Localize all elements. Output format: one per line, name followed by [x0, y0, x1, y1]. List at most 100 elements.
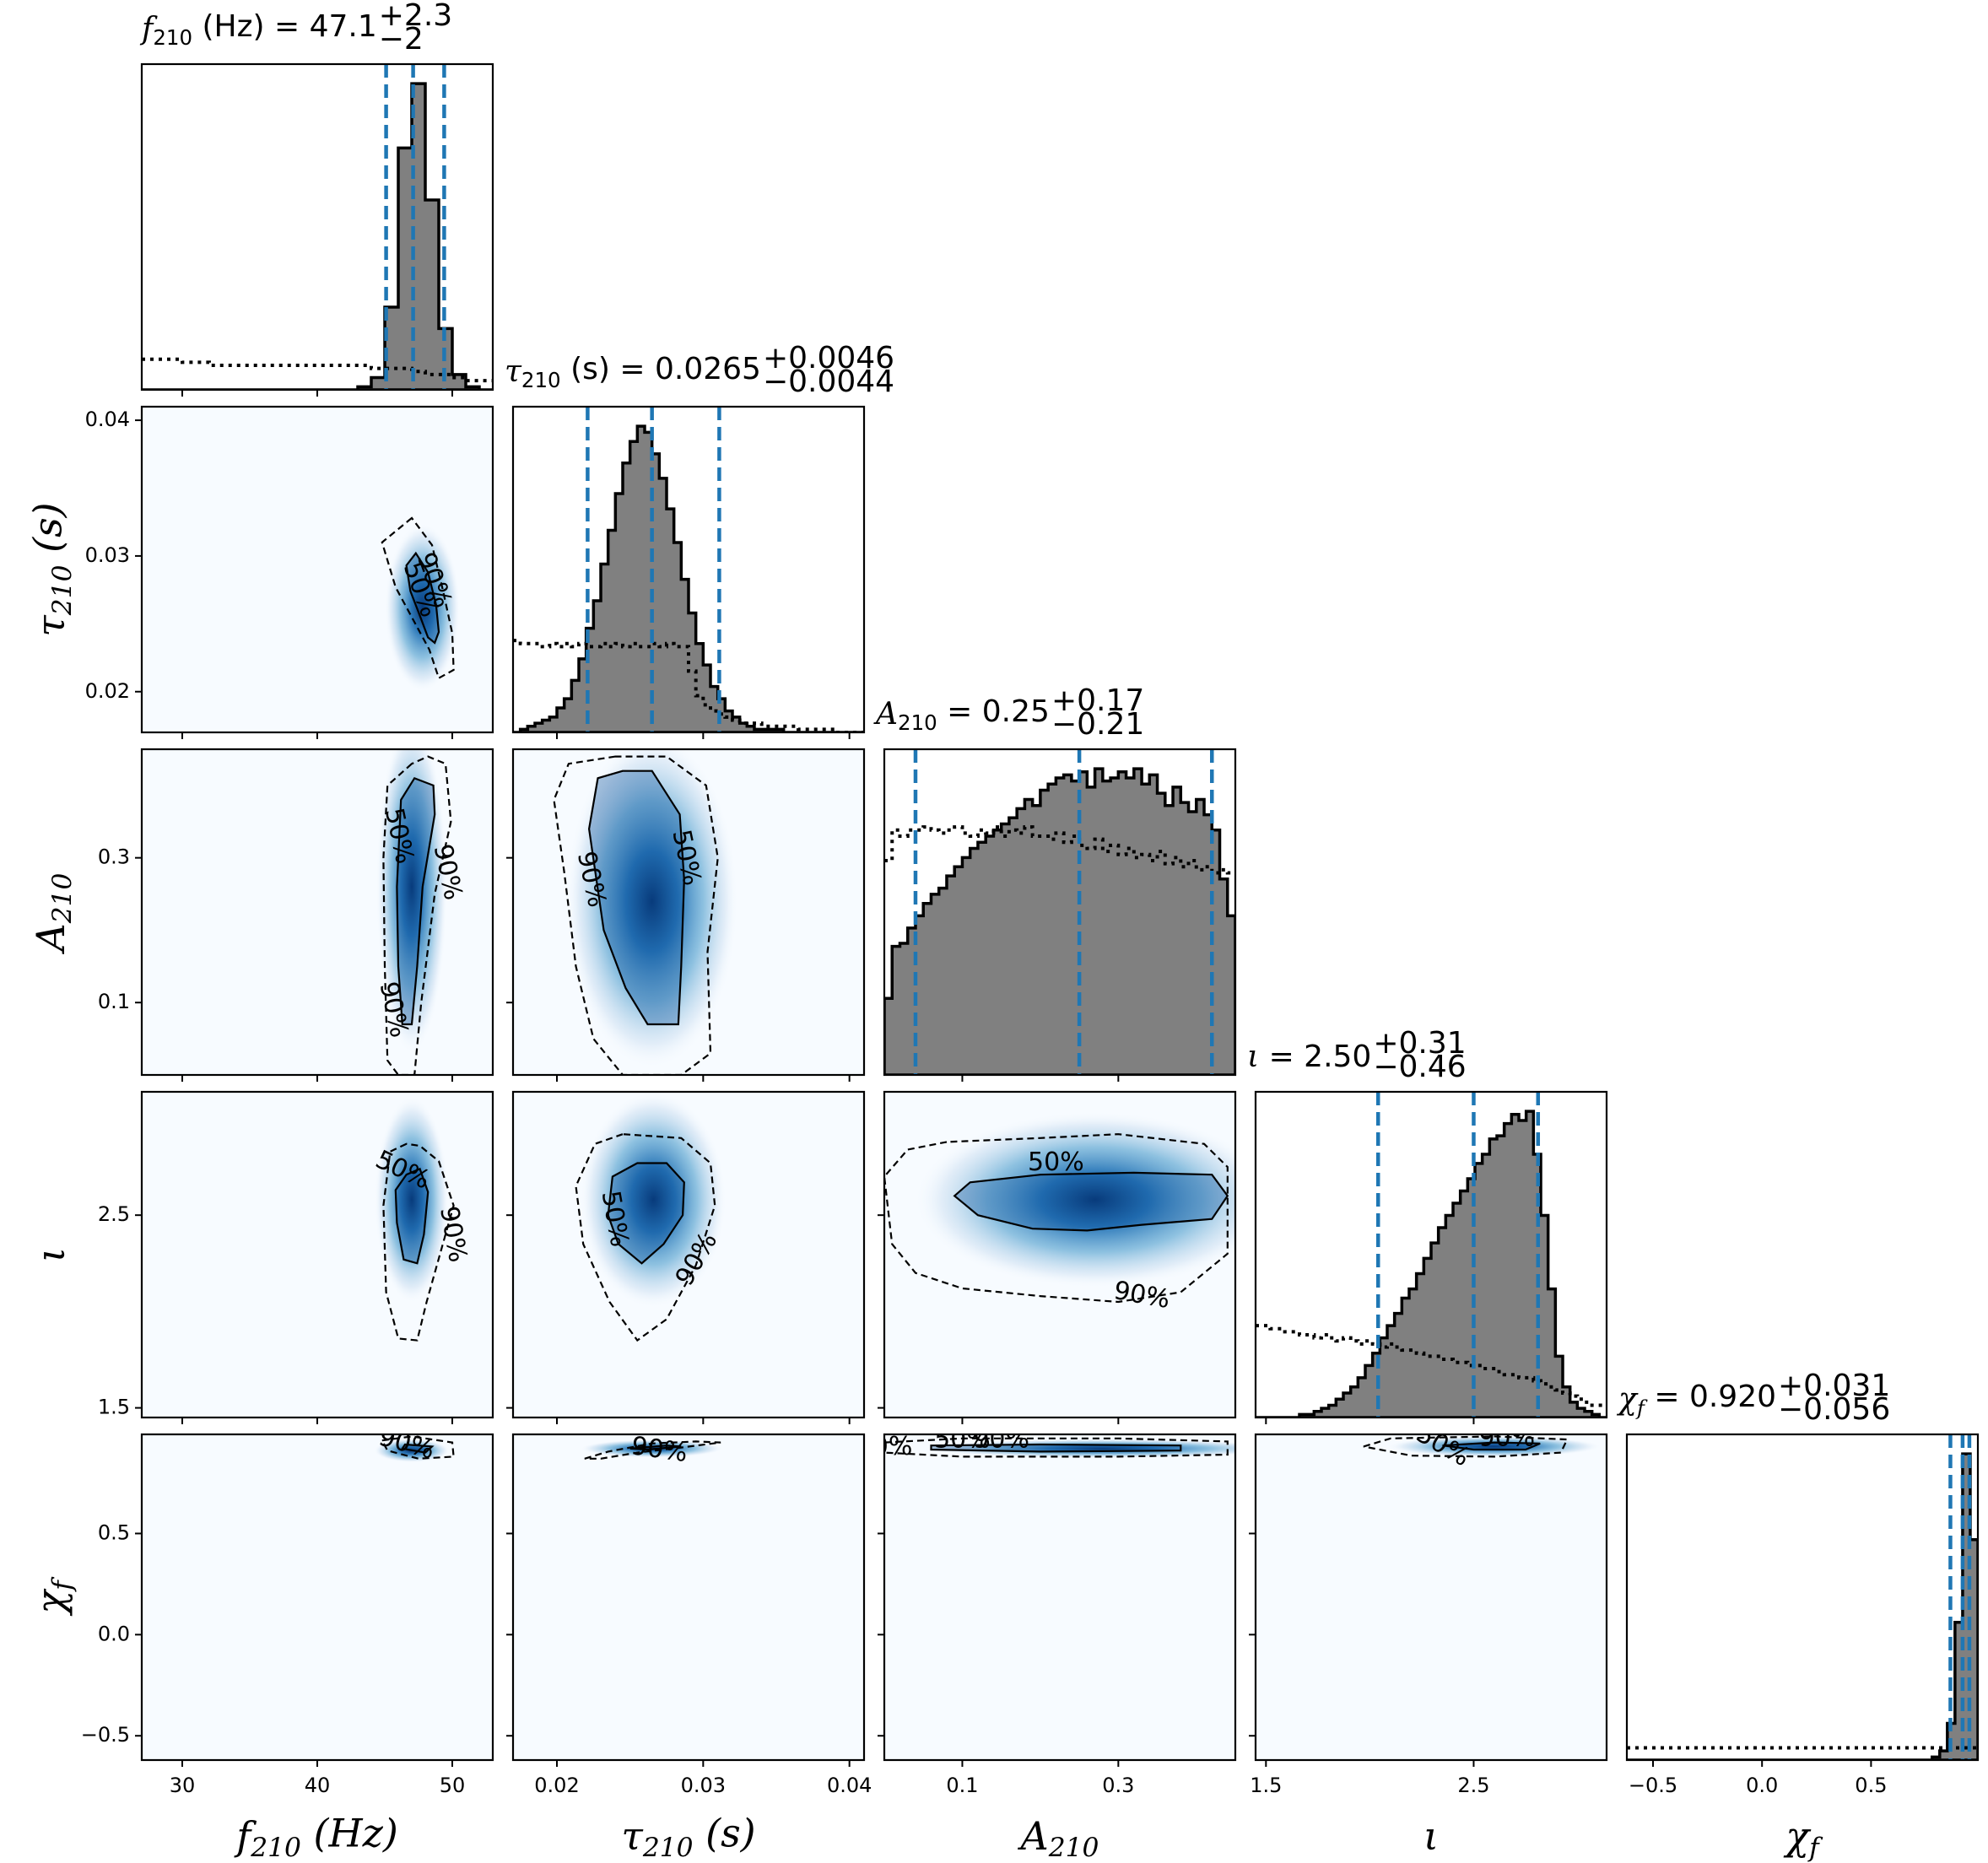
- panel-frame: [511, 1090, 866, 1419]
- prior-histogram-iota: [1256, 1324, 1607, 1407]
- x-axis-label-tau210-unit: (s): [694, 1810, 756, 1855]
- density-background: [884, 1434, 1235, 1760]
- title-value: = 2.50: [1259, 1040, 1371, 1074]
- title-plus-chi_f: +0.031: [1778, 1369, 1890, 1403]
- contour-90: [884, 1133, 1229, 1304]
- contour-90: [381, 516, 455, 680]
- x-tick-label: 0.3: [1102, 1774, 1134, 1797]
- title-minus-A210: −0.21: [1051, 707, 1144, 742]
- y-tick-label: 1.5: [98, 1396, 130, 1419]
- x-tick-label: 50: [440, 1774, 466, 1797]
- contour-50: [400, 1443, 435, 1454]
- title-subscript: 210: [521, 368, 561, 392]
- panel-frame: [511, 748, 866, 1077]
- title-plus-f210: +2.3: [379, 0, 452, 33]
- contour-90: [553, 755, 719, 1075]
- title-value: = 0.25: [937, 694, 1050, 729]
- density-background: [142, 1434, 493, 1760]
- title-symbol: τ: [505, 354, 522, 389]
- density-core: [406, 553, 439, 643]
- x-axis-label-f210-subscript: 210: [250, 1833, 301, 1863]
- panel-frame: [140, 405, 494, 734]
- density-blob: [915, 1111, 1235, 1288]
- title-subscript: 210: [898, 710, 937, 735]
- density-blob: [375, 1096, 449, 1304]
- panel-iota-chi_f: 90%50%1.5 2.5ι: [1249, 1433, 1608, 1859]
- panel-A210-A210: A210 = 0.25 +0.17−0.21: [873, 683, 1237, 1082]
- posterior-histogram-iota: [1256, 1110, 1607, 1418]
- title-minus-chi_f: −0.056: [1778, 1392, 1890, 1427]
- panel-tau210-tau210: τ210 (s) = 0.0265 +0.0046−0.0044: [505, 341, 894, 739]
- title-iota: ι = 2.50: [1247, 1040, 1371, 1074]
- density-background: [1256, 1434, 1607, 1760]
- density-blob: [376, 749, 447, 1055]
- panel-frame: [1625, 1433, 1980, 1762]
- contour-90: [584, 1440, 721, 1460]
- contour-50: [396, 776, 436, 1026]
- x-tick-label: 0.02: [534, 1774, 579, 1797]
- contour-50: [1442, 1441, 1541, 1451]
- y-axis-label-text-unit: (s): [24, 502, 70, 564]
- panel-frame: [883, 1090, 1237, 1419]
- title-plus-A210: +0.17: [1051, 683, 1144, 718]
- x-tick-label: 0.1: [946, 1774, 978, 1797]
- panel-frame: [140, 1090, 494, 1419]
- contour-label-50: 50%: [934, 1425, 991, 1455]
- y-axis-label-text-symbol: A: [28, 923, 73, 954]
- posterior-histogram-chi_f: [1627, 1452, 1978, 1760]
- x-axis-label-chi_f-subscript: f: [1807, 1833, 1823, 1863]
- y-tick-label: 0.0: [98, 1622, 130, 1645]
- prior-histogram-A210: [884, 825, 1235, 875]
- x-axis-label-tau210-symbol: τ: [621, 1813, 644, 1859]
- x-tick-label: 0.03: [681, 1774, 726, 1797]
- panel-frame: [140, 1433, 494, 1762]
- title-symbol: A: [873, 697, 898, 732]
- density-blob: [922, 1439, 1235, 1459]
- title-minus-f210: −2: [379, 22, 424, 57]
- title-subscript: 210: [153, 25, 192, 50]
- x-tick-label: 30: [170, 1774, 196, 1797]
- y-tick-label: 0.3: [98, 845, 130, 869]
- y-tick-label: 2.5: [98, 1202, 130, 1226]
- contour-90: [382, 755, 452, 1075]
- x-tick-label: 0.0: [1746, 1774, 1778, 1797]
- y-axis-label-text-symbol: χ: [28, 1588, 73, 1617]
- contour-50: [607, 1162, 685, 1265]
- x-axis-label-iota: ι: [1423, 1813, 1439, 1859]
- prior-histogram-tau210: [513, 639, 864, 732]
- title-plus-tau210: +0.0046: [763, 341, 894, 375]
- y-tick-label: 0.5: [98, 1520, 130, 1544]
- posterior-histogram-tau210: [513, 424, 864, 732]
- density-core: [397, 778, 435, 1024]
- title-tau210: τ210 (s) = 0.0265: [505, 352, 761, 392]
- panel-f210-iota: 90%50%1.52.5ι: [28, 1090, 494, 1424]
- contour-50: [629, 1444, 682, 1451]
- y-axis-label-text-symbol: ι: [28, 1247, 73, 1262]
- x-axis-label-tau210-subscript: 210: [642, 1833, 694, 1863]
- contour-50: [953, 1171, 1229, 1232]
- y-tick-label: −0.5: [81, 1723, 130, 1747]
- title-A210: A210 = 0.25: [873, 694, 1050, 735]
- x-tick-label: 0.5: [1855, 1774, 1887, 1797]
- y-axis-label-iota: ι: [28, 1247, 73, 1262]
- x-tick-label: 1.5: [1250, 1774, 1282, 1797]
- contour-50: [405, 551, 440, 645]
- x-axis-label-iota-symbol: ι: [1423, 1813, 1439, 1859]
- posterior-histogram-f210: [142, 82, 493, 390]
- title-value: (s) = 0.0265: [561, 352, 761, 386]
- x-tick-label: 2.5: [1457, 1774, 1489, 1797]
- panel-iota-iota: ι = 2.50 +0.31−0.46: [1247, 1026, 1608, 1424]
- y-axis-label-text: ι: [28, 1247, 73, 1262]
- x-axis-label-chi_f-symbol: χ: [1783, 1813, 1812, 1859]
- density-blob: [565, 749, 738, 1069]
- panel-frame: [140, 748, 494, 1077]
- panel-frame: [1254, 1090, 1608, 1419]
- contour-90: [382, 1142, 455, 1342]
- x-axis-label-tau210: τ210 (s): [621, 1810, 755, 1863]
- contour-50: [930, 1443, 1182, 1453]
- x-tick-label: 0.04: [827, 1774, 872, 1797]
- posterior-histogram-A210: [884, 767, 1235, 1075]
- title-f210: f210 (Hz) = 47.1: [139, 9, 377, 50]
